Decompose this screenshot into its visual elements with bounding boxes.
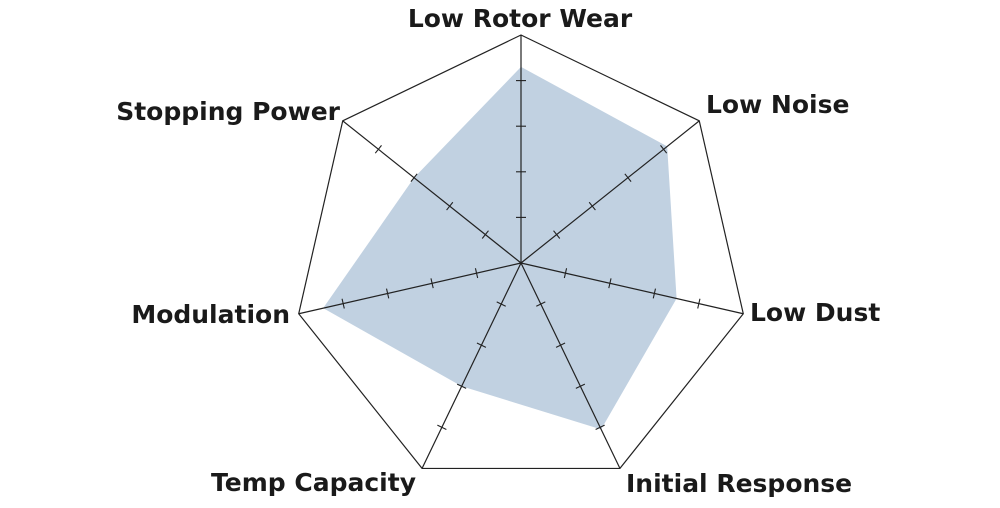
axis-tick <box>660 145 668 154</box>
axis-tick <box>385 288 390 299</box>
axis-tick <box>608 278 612 289</box>
axis-tick <box>595 424 605 431</box>
axis-tick <box>481 230 489 239</box>
axis-tick <box>624 173 632 182</box>
axis-tick <box>588 201 596 211</box>
axis-tick <box>476 342 487 348</box>
axis-spoke <box>520 120 700 264</box>
axis-label: Temp Capacity <box>211 468 416 497</box>
axis-tick <box>697 298 701 309</box>
axis-tick <box>430 278 434 289</box>
outer-grid-polygon <box>298 34 744 470</box>
axis-label: Low Dust <box>750 298 880 327</box>
axis-tick <box>652 288 657 299</box>
axis-label: Stopping Power <box>116 97 340 126</box>
axis-spoke <box>298 262 522 315</box>
axis-tick <box>374 145 382 154</box>
axis-spoke <box>520 262 621 469</box>
axis-label: Initial Response <box>626 469 852 498</box>
axis-spoke <box>342 120 522 264</box>
axis-tick <box>563 268 568 279</box>
axis-tick <box>446 201 454 211</box>
axis-tick <box>553 230 561 239</box>
axis-tick <box>496 301 506 307</box>
axis-tick <box>575 383 586 389</box>
axis-tick <box>341 298 345 309</box>
axis-label: Low Rotor Wear <box>408 4 633 33</box>
axis-tick <box>410 173 418 182</box>
axis-tick <box>437 424 447 431</box>
axis-spoke <box>520 262 744 315</box>
axis-tick <box>555 342 566 348</box>
series-area <box>323 66 677 430</box>
axis-label: Modulation <box>131 300 290 329</box>
axis-label: Low Noise <box>706 90 849 119</box>
axis-tick <box>474 268 479 279</box>
axis-tick <box>536 301 546 307</box>
axis-tick <box>456 383 467 389</box>
axis-spoke <box>421 262 522 469</box>
